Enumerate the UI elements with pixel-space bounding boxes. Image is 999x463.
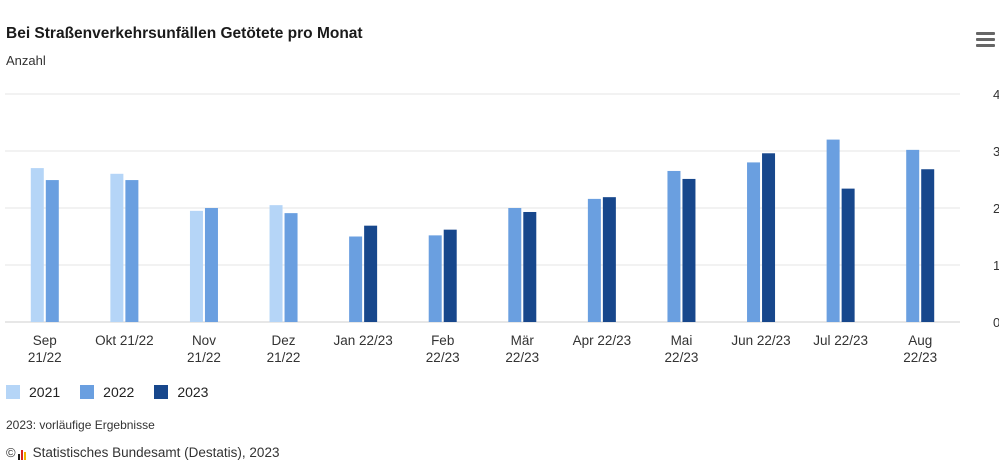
bar-2022[interactable] (284, 213, 298, 322)
legend-swatch (80, 385, 95, 399)
bar-2022[interactable] (747, 162, 761, 322)
y-tick-label: 0 (993, 315, 999, 330)
y-tick-label: 400 (993, 87, 999, 102)
x-tick-label: Aug 22/23 (903, 333, 937, 365)
x-tick-label: Feb 22/23 (426, 333, 460, 365)
bar-2022[interactable] (906, 149, 920, 322)
bar-2021[interactable] (110, 173, 124, 322)
source-text: Statistisches Bundesamt (Destatis), 2023 (32, 445, 280, 460)
bar-2022[interactable] (204, 208, 218, 322)
y-tick-label: 200 (993, 201, 999, 216)
legend-swatch (154, 385, 169, 399)
bar-2022[interactable] (587, 198, 601, 322)
bar-2021[interactable] (269, 205, 283, 322)
hamburger-menu-icon[interactable] (976, 32, 996, 50)
bar-2022[interactable] (349, 236, 363, 323)
chart-subtitle: Anzahl (6, 53, 46, 68)
legend-item-2023[interactable]: 2023 (154, 384, 208, 400)
bar-2021[interactable] (189, 210, 203, 322)
x-tick-label: Sep 21/22 (28, 333, 62, 365)
bar-2023[interactable] (523, 211, 537, 322)
legend-label: 2021 (29, 384, 61, 400)
bar-2023[interactable] (762, 153, 776, 322)
chart-title: Bei Straßenverkehrsunfällen Getötete pro… (6, 25, 363, 42)
bar-2023[interactable] (443, 229, 457, 322)
legend-item-2022[interactable]: 2022 (80, 384, 134, 400)
bar-2023[interactable] (364, 225, 378, 322)
legend-label: 2022 (103, 384, 135, 400)
y-tick-label: 100 (993, 258, 999, 273)
destatis-logo: © (6, 445, 27, 460)
bar-2023[interactable] (682, 178, 696, 322)
bar-2022[interactable] (508, 208, 522, 322)
chart-legend: 2021 2022 2023 (6, 384, 228, 400)
x-tick-label: Okt 21/22 (95, 333, 154, 348)
legend-label: 2023 (177, 384, 209, 400)
x-tick-label: Mär 22/23 (505, 333, 539, 365)
x-tick-label: Dez 21/22 (267, 333, 301, 365)
legend-item-2021[interactable]: 2021 (6, 384, 60, 400)
bar-2023[interactable] (841, 188, 855, 322)
bar-2022[interactable] (667, 170, 681, 322)
bar-2022[interactable] (45, 180, 59, 322)
bar-2022[interactable] (826, 139, 840, 322)
legend-swatch (6, 385, 20, 399)
x-tick-label: Apr 22/23 (573, 333, 632, 348)
bar-2022[interactable] (125, 180, 139, 322)
bar-2022[interactable] (428, 235, 442, 322)
x-tick-label: Jun 22/23 (731, 333, 790, 348)
bar-2023[interactable] (602, 197, 616, 322)
x-tick-label: Nov 21/22 (187, 333, 221, 365)
footnote: 2023: vorläufige Ergebnisse (6, 418, 155, 432)
x-tick-label: Jul 22/23 (813, 333, 868, 348)
x-tick-label: Mai 22/23 (665, 333, 699, 365)
x-tick-label: Jan 22/23 (333, 333, 392, 348)
source-line: © Statistisches Bundesamt (Destatis), 20… (6, 445, 279, 460)
bar-2021[interactable] (30, 168, 44, 322)
bar-2023[interactable] (921, 169, 935, 322)
y-tick-label: 300 (993, 144, 999, 159)
